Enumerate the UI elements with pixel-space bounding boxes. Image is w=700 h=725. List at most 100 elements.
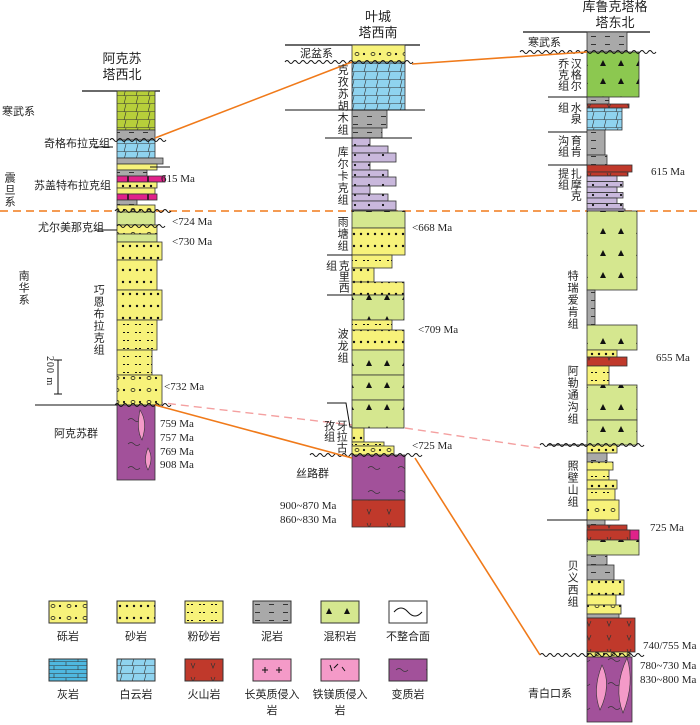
age-label: 615 Ma (651, 166, 685, 178)
layer-dia (351, 374, 405, 401)
layer-dia (116, 233, 158, 243)
layer-silt (586, 488, 616, 501)
layer-mud (586, 289, 596, 326)
layer-sand (116, 259, 158, 291)
unit-label: 水泉组 (556, 102, 583, 124)
layer-dol (351, 61, 406, 111)
layer-lilac (351, 193, 389, 202)
legend-item-mafic: 铁镁质侵入岩 (310, 658, 370, 718)
unit-label: 尤尔美那克组 (38, 221, 104, 234)
layer-sand (351, 281, 405, 296)
unit-label: 扎摩克提组 (556, 168, 583, 201)
layer-mud (586, 554, 608, 566)
layer-lilac (351, 145, 389, 154)
legend-label: 泥岩 (261, 630, 283, 643)
legend-label: 砂岩 (125, 630, 147, 643)
section-title-quruqtagh: 库鲁克塔格 塔东北 (560, 0, 670, 33)
age-label: <730 Ma (172, 236, 213, 248)
unit-label: 汉格尔乔克组 (556, 58, 583, 91)
layer-sand (586, 594, 617, 606)
layer-cong (116, 187, 156, 195)
age-label: <724 Ma (172, 216, 213, 228)
age-label: 759 Ma 757 Ma 769 Ma 908 Ma (160, 418, 194, 473)
legend-swatch (252, 600, 292, 624)
layer-sand (586, 461, 614, 471)
unconformity-line (116, 224, 166, 228)
legend-swatch (116, 600, 156, 624)
layer-cong (586, 499, 620, 521)
layer-lilac (586, 181, 624, 188)
layer-mud (116, 157, 164, 165)
layer-silt (351, 254, 393, 269)
layer-sand (351, 267, 375, 283)
layer-silt (351, 319, 393, 331)
unit-label: 苏盖特布拉克组 (34, 179, 111, 192)
mafic-intrusion (618, 657, 631, 714)
unit-label: 阿勒通沟组 (566, 365, 580, 425)
legend-item-diamictite: 混积岩 (310, 600, 370, 644)
layer-lilac (351, 176, 397, 187)
legend-swatch (320, 600, 360, 624)
legend-swatch (116, 658, 156, 682)
layer-lilac (586, 186, 618, 193)
layer-lilac (351, 200, 397, 211)
unit-label: 阿克苏群 (54, 427, 98, 440)
layer-dia (586, 324, 638, 351)
legend-label: 粉砂岩 (187, 630, 221, 643)
layer-sand (116, 289, 163, 321)
legend-label: 白云岩 (119, 688, 153, 701)
layer-lilac (586, 203, 624, 210)
layer-mud (586, 613, 620, 619)
section-title-aksu: 阿克苏 塔西北 (82, 52, 162, 85)
layer-sand (351, 329, 405, 351)
correlation-line (414, 457, 541, 656)
felsic-intrusion (138, 409, 145, 441)
unconformity-line (539, 653, 645, 657)
title-line: 叶城 (364, 10, 391, 25)
layer-volc (586, 356, 628, 367)
layer-sand (116, 241, 163, 261)
layer-lilac (351, 169, 389, 178)
legend-label: 火山岩 (187, 688, 221, 701)
legend-item-unconformity: 不整合面 (378, 600, 438, 644)
correlation-line (154, 61, 353, 139)
legend-label: 变质岩 (391, 688, 425, 701)
age-label: <709 Ma (418, 324, 459, 336)
title-line: 阿克苏 (102, 52, 142, 67)
layer-volc (586, 617, 636, 653)
title-line: 塔西北 (102, 68, 142, 84)
mafic-intrusion (596, 664, 607, 711)
unit-label: 育肯沟组 (556, 135, 583, 157)
age-label: <668 Ma (412, 222, 453, 234)
layer-dia (351, 294, 405, 321)
layer-mud (586, 564, 615, 581)
layer-mud (586, 96, 610, 105)
felsic-intrusion (145, 447, 152, 471)
legend-swatch (320, 658, 360, 682)
layer-silt (586, 469, 610, 481)
layer-cong (116, 374, 163, 406)
unit-label: 库尔卡克组 (336, 146, 350, 206)
layer-dia (351, 210, 406, 229)
layer-volc (351, 499, 406, 528)
unit-label: 巧恩布拉克组 (92, 284, 106, 356)
legend-swatch (48, 600, 88, 624)
age-label: 780~730 Ma 830~800 Ma (640, 660, 696, 688)
legend-item-conglomerate: 砾岩 (38, 600, 98, 644)
unconformity-line (519, 50, 657, 54)
layer-lilac (351, 137, 371, 147)
layer-sand (586, 349, 618, 358)
layer-sand (586, 479, 618, 490)
layer-silt (116, 319, 158, 351)
layer-volc (586, 103, 630, 109)
layer-silt (351, 441, 385, 447)
unit-label: 丝路群 (296, 467, 329, 480)
age-label: 900~870 Ma 860~830 Ma (280, 500, 336, 528)
legend-label: 长英质侵入岩 (244, 688, 300, 717)
layer-dol (586, 107, 623, 131)
layer-lilac (586, 175, 618, 182)
unit-label: 奇格布拉克组 (44, 137, 110, 150)
age-line: 769 Ma (160, 445, 194, 458)
